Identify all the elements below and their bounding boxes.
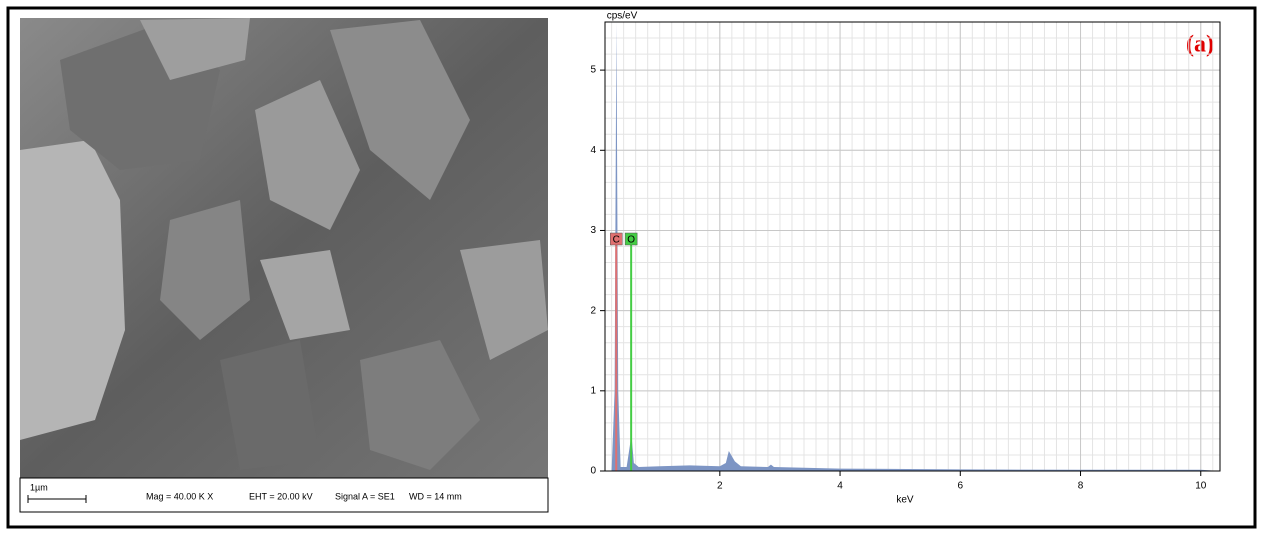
wd: WD = 14 mm: [409, 491, 462, 501]
y-tick-label: 3: [590, 225, 596, 236]
element-label: C: [613, 235, 620, 246]
element-tag: [624, 232, 638, 246]
y-tick-label: 4: [590, 145, 596, 156]
eht: EHT = 20.00 kV: [249, 491, 313, 501]
x-tick-label: 10: [1195, 481, 1207, 492]
y-axis-label: cps/eV: [607, 11, 638, 22]
x-tick-label: 4: [837, 481, 843, 492]
signal: Signal A = SE1: [335, 491, 395, 501]
element-tag: [609, 232, 623, 246]
x-tick-label: 8: [1078, 481, 1084, 492]
y-tick-label: 2: [590, 305, 596, 316]
x-axis-label: keV: [896, 495, 914, 506]
x-tick-label: 2: [717, 481, 723, 492]
scale-label: 1µm: [30, 482, 48, 492]
plot-frame: [604, 21, 1221, 472]
element-label: O: [627, 235, 635, 246]
y-tick-label: 1: [590, 385, 596, 396]
x-tick-label: 6: [958, 481, 964, 492]
mag: Mag = 40.00 K X: [146, 491, 213, 501]
panel-label: (a): [1186, 32, 1214, 58]
y-tick-label: 5: [590, 65, 596, 76]
sem-image: [20, 18, 548, 478]
sem-info-bar: [19, 477, 549, 513]
y-tick-label: 0: [590, 466, 596, 477]
